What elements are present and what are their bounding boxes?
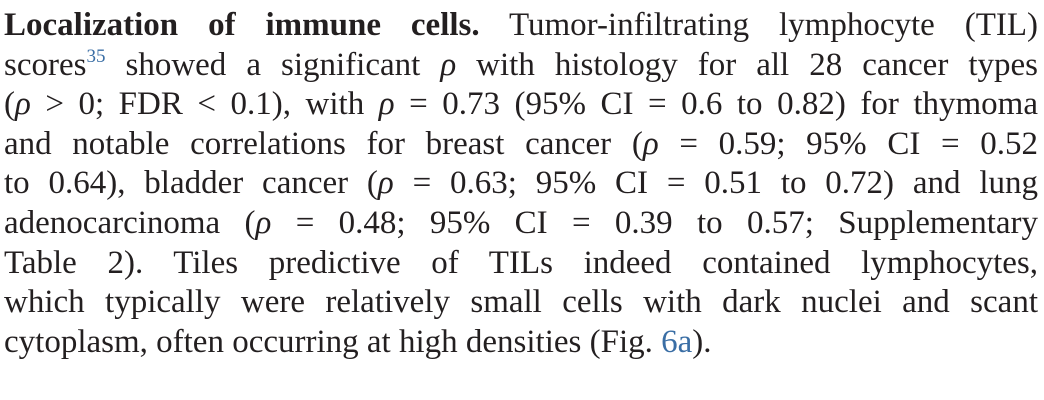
text-line: cytoplasm, often occurring at high densi…	[4, 323, 1038, 363]
body-text: = 0.59; 95% CI = 0.52	[658, 125, 1038, 162]
body-text: Tumor-infiltrating lymphocyte (TIL)	[479, 7, 1038, 43]
text-line: Table 2). Tiles predictive of TILs indee…	[4, 244, 1038, 284]
text-line: and notable correlations for breast canc…	[4, 125, 1038, 165]
rho-symbol: ρ	[377, 165, 394, 202]
body-text: with histology for all 28 cancer types	[456, 46, 1038, 83]
rho-symbol: ρ	[440, 46, 457, 83]
body-text: adenocarcinoma (	[4, 204, 256, 241]
text-line: (ρ > 0; FDR < 0.1), with ρ = 0.73 (95% C…	[4, 85, 1038, 125]
figure-link[interactable]: 6a	[661, 323, 693, 360]
text-line: to 0.64), bladder cancer (ρ = 0.63; 95% …	[4, 164, 1038, 204]
body-text: (	[4, 86, 15, 123]
text-line: Localization of immune cells. Tumor-infi…	[4, 6, 1038, 46]
body-text: and notable correlations for breast canc…	[4, 125, 643, 162]
rho-symbol: ρ	[642, 125, 659, 162]
body-text: showed a significant	[105, 46, 441, 83]
body-text: scores	[4, 46, 87, 83]
paragraph-localization-of-immune-cells: Localization of immune cells. Tumor-infi…	[4, 6, 1038, 362]
body-text: ).	[692, 323, 712, 360]
body-text: > 0; FDR < 0.1), with	[30, 86, 379, 123]
body-text: cytoplasm, often occurring at high densi…	[4, 323, 662, 360]
body-text: = 0.63; 95% CI = 0.51 to 0.72) and lung	[393, 165, 1038, 202]
body-text: Table 2). Tiles predictive of TILs indee…	[4, 244, 1038, 281]
text-line: scores35 showed a significant ρ with his…	[4, 46, 1038, 86]
body-text: = 0.73 (95% CI = 0.6 to 0.82) for thymom…	[394, 86, 1038, 123]
citation-link[interactable]: 35	[86, 45, 106, 67]
body-text: to 0.64), bladder cancer (	[4, 165, 378, 202]
body-text: = 0.48; 95% CI = 0.39 to 0.57; Supplemen…	[271, 204, 1038, 241]
body-text: which typically were relatively small ce…	[4, 284, 1038, 321]
rho-symbol: ρ	[378, 86, 395, 123]
rho-symbol: ρ	[15, 86, 31, 123]
section-heading: Localization of immune cells.	[4, 7, 480, 43]
text-line: adenocarcinoma (ρ = 0.48; 95% CI = 0.39 …	[4, 204, 1038, 244]
rho-symbol: ρ	[255, 204, 272, 241]
text-line: which typically were relatively small ce…	[4, 283, 1038, 323]
